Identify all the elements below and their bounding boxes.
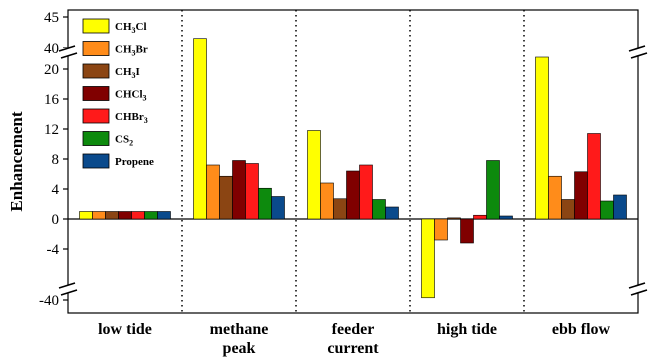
legend-swatch-chbr3 xyxy=(82,108,110,124)
bar-ch3i-3 xyxy=(447,217,461,220)
bar-chbr3-3 xyxy=(473,214,487,220)
y-tick-label: 16 xyxy=(44,92,60,108)
bar-ch3cl-1 xyxy=(193,38,207,220)
axis-break-mark xyxy=(58,282,76,289)
axis-break-gap xyxy=(60,48,76,56)
legend-swatch-propene xyxy=(82,153,110,169)
legend-swatch-ch3i xyxy=(82,63,110,79)
legend-label-ch3i: CH3I xyxy=(115,66,140,80)
bar-ch3cl-4 xyxy=(535,56,549,220)
y-tick-label: -40 xyxy=(39,293,59,309)
bar-ch3i-1 xyxy=(219,175,233,220)
legend-swatch-ch3cl xyxy=(82,18,110,34)
bar-chbr3-0 xyxy=(131,211,145,220)
axis-break-mark xyxy=(628,282,646,289)
legend-swatch-cs2 xyxy=(82,131,110,146)
axis-break-mark xyxy=(628,45,646,52)
bar-chcl3-4 xyxy=(574,171,588,220)
bar-chbr3-1 xyxy=(245,163,259,220)
axis-break-mark xyxy=(60,289,78,296)
bar-ch3br-0 xyxy=(92,211,106,220)
legend-label-chbr3: CHBr3 xyxy=(115,111,148,125)
bar-propene-1 xyxy=(271,196,285,220)
bar-chcl3-2 xyxy=(346,170,360,220)
bar-propene-3 xyxy=(499,215,513,220)
legend-label-ch3cl: CH3Cl xyxy=(115,21,147,35)
axis-break-gap xyxy=(630,48,646,56)
axis-break-mark xyxy=(630,52,648,59)
y-axis-title: Enhancement xyxy=(7,111,26,211)
bar-propene-4 xyxy=(613,194,627,220)
bar-chcl3-0 xyxy=(118,211,132,220)
plot-frame xyxy=(67,9,639,314)
bar-chcl3-3 xyxy=(460,218,474,244)
bar-ch3br-2 xyxy=(320,182,334,220)
axis-break-mark xyxy=(630,289,648,296)
category-label: peak xyxy=(223,340,256,357)
legend-swatch-ch3br xyxy=(82,41,110,56)
bar-ch3i-2 xyxy=(333,198,347,220)
category-label: ebb flow xyxy=(552,321,611,338)
y-tick-label: -4 xyxy=(47,242,60,258)
legend-swatch-chcl3 xyxy=(82,86,110,101)
y-tick-label: 4 xyxy=(52,182,60,198)
bar-ch3cl-0 xyxy=(79,211,93,220)
bar-propene-0 xyxy=(157,211,171,220)
bar-ch3br-3 xyxy=(434,218,448,241)
legend-label-cs2: CS2 xyxy=(115,134,133,148)
axis-break-gap xyxy=(60,285,76,293)
bar-ch3cl-2 xyxy=(307,130,321,220)
bar-cs2-3 xyxy=(486,160,500,220)
category-label: current xyxy=(327,340,379,357)
axis-break-mark xyxy=(60,52,78,59)
y-tick-label: 45 xyxy=(44,10,59,26)
category-label: high tide xyxy=(437,321,497,338)
y-tick-label: 20 xyxy=(44,62,59,78)
legend-label-propene: Propene xyxy=(115,156,154,168)
category-label: methane xyxy=(210,321,269,338)
bar-chbr3-4 xyxy=(587,133,601,220)
bar-propene-2 xyxy=(385,206,399,220)
bar-cs2-1 xyxy=(258,187,272,220)
bar-ch3i-4 xyxy=(561,199,575,220)
y-tick-label: 40 xyxy=(44,41,59,57)
bar-chbr3-2 xyxy=(359,164,373,220)
bar-cs2-0 xyxy=(144,211,158,220)
y-tick-label: 0 xyxy=(52,212,60,228)
bar-cs2-4 xyxy=(600,200,614,220)
y-tick-label: 8 xyxy=(52,152,60,168)
y-tick-label: 12 xyxy=(44,122,59,138)
axis-break-gap xyxy=(630,285,646,293)
axis-break-mark xyxy=(58,45,76,52)
legend-label-ch3br: CH3Br xyxy=(115,44,148,58)
bar-ch3br-1 xyxy=(206,164,220,220)
bar-ch3i-0 xyxy=(105,211,119,220)
category-label: feeder xyxy=(332,321,375,338)
bar-chcl3-1 xyxy=(232,160,246,220)
bar-ch3br-4 xyxy=(548,175,562,220)
legend-label-chcl3: CHCl3 xyxy=(115,89,147,103)
bar-cs2-2 xyxy=(372,199,386,220)
bar-ch3cl-3 xyxy=(421,218,435,299)
category-label: low tide xyxy=(98,321,152,338)
